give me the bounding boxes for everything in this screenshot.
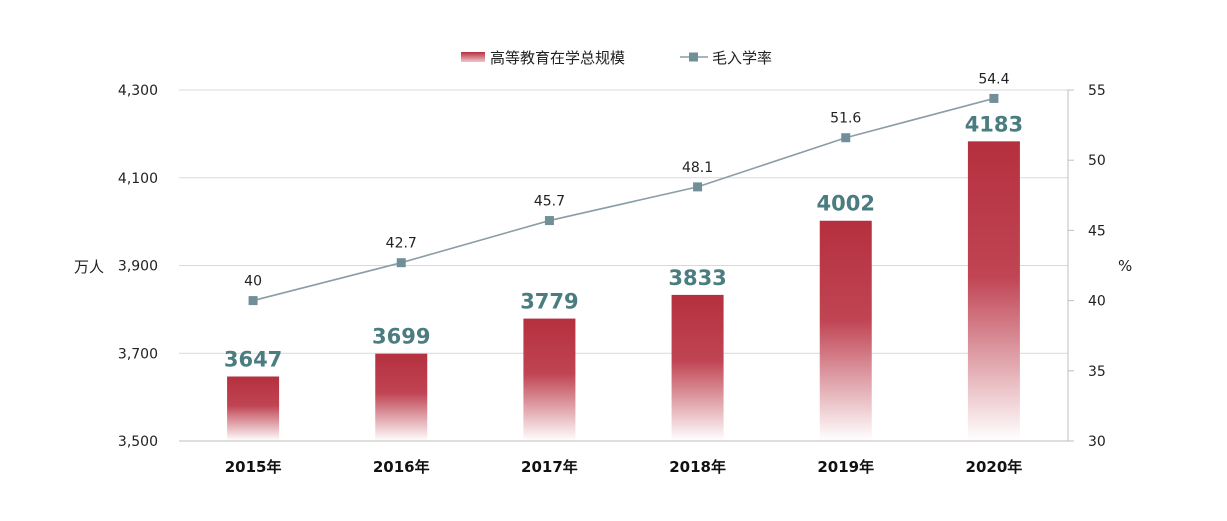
line-marker (841, 133, 851, 143)
rate-line-series (248, 93, 999, 306)
x-tick-label: 2015年 (225, 458, 282, 476)
bar-data-label: 4002 (817, 192, 875, 216)
y-left-tick-label: 3,900 (118, 259, 158, 275)
bar-data-label: 3833 (668, 266, 726, 290)
bar-data-label: 4183 (965, 112, 1023, 136)
bar (523, 318, 576, 441)
legend-bar-label: 高等教育在学总规模 (490, 49, 625, 67)
y-right-axis-title: % (1118, 257, 1132, 275)
line-data-label: 45.7 (534, 194, 565, 210)
x-tick-label: 2017年 (521, 458, 578, 476)
y-right-tick-label: 30 (1088, 434, 1106, 450)
y-left-axis-title: 万人 (74, 258, 104, 276)
line-marker (989, 93, 999, 103)
x-tick-label: 2018年 (669, 458, 726, 476)
bar (671, 294, 724, 441)
line-data-label: 42.7 (386, 236, 417, 252)
x-tick-label: 2016年 (373, 458, 430, 476)
line-marker (396, 258, 406, 268)
line-marker (693, 182, 703, 192)
y-right-tick-label: 45 (1088, 223, 1106, 239)
y-left-tick-label: 4,100 (118, 171, 158, 187)
legend-line-label: 毛入学率 (712, 49, 772, 67)
rate-line (252, 97, 995, 302)
bar (375, 353, 428, 441)
bar (227, 376, 280, 441)
line-marker (248, 296, 258, 306)
bar-data-label: 3647 (224, 348, 282, 372)
legend: 高等教育在学总规模 毛入学率 (461, 49, 772, 67)
y-right-tick-label: 40 (1088, 294, 1106, 310)
bar (819, 220, 872, 441)
y-left-tick-label: 4,300 (118, 83, 158, 99)
line-marker (544, 216, 554, 226)
y-left-tick-label: 3,700 (118, 346, 158, 362)
line-data-label: 51.6 (830, 111, 861, 127)
axes: 3,500 3,700 3,900 4,100 4,300 30 35 40 45 50 55 201… (118, 83, 1106, 476)
y-left-tick-label: 3,500 (118, 434, 158, 450)
y-right-tick-label: 50 (1088, 153, 1106, 169)
line-data-label: 48.1 (682, 160, 713, 176)
legend-bar-swatch (461, 52, 485, 62)
legend-line-marker (689, 52, 698, 62)
y-right-tick-label: 55 (1088, 83, 1106, 99)
x-tick-label: 2020年 (966, 458, 1023, 476)
data-labels: 3647 3699 3779 3833 4002 4183 40 42.7 45.7 48.1 51… (224, 71, 1023, 371)
gridlines (179, 89, 1068, 442)
bar (967, 141, 1020, 442)
line-data-label: 40 (244, 274, 262, 290)
bars (227, 141, 1020, 442)
x-tick-label: 2019年 (817, 458, 874, 476)
y-right-tick-label: 35 (1088, 364, 1106, 380)
bar-data-label: 3779 (520, 290, 578, 314)
line-data-label: 54.4 (978, 71, 1009, 87)
bar-data-label: 3699 (372, 325, 430, 349)
